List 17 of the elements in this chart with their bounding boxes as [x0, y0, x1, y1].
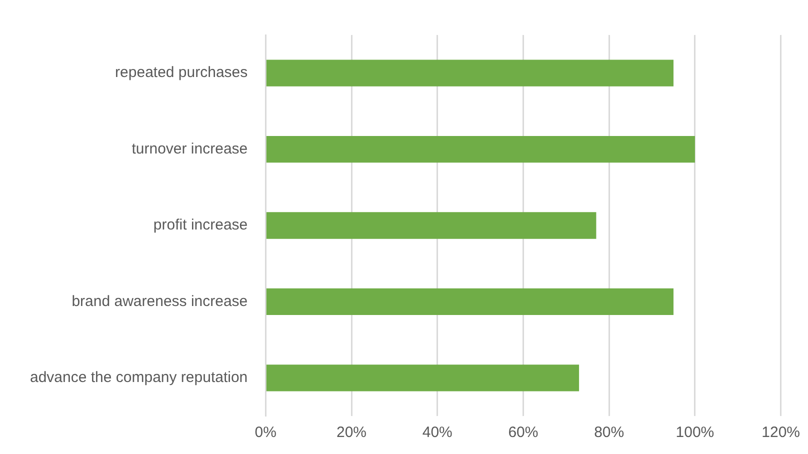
bar [266, 212, 596, 239]
x-tick-label: 100% [676, 424, 714, 442]
x-tick-label: 40% [422, 424, 452, 442]
y-tick-label: repeated purchases [115, 64, 248, 82]
y-tick-label: turnover increase [132, 140, 248, 158]
bar [266, 136, 695, 163]
x-tick-label: 0% [254, 424, 276, 442]
x-tick-label: 80% [594, 424, 624, 442]
bar [266, 60, 674, 86]
x-tick-label: 60% [508, 424, 538, 442]
bar [266, 288, 674, 316]
y-tick-label: advance the company reputation [30, 369, 248, 386]
y-tick-label: profit increase [153, 216, 248, 234]
bar [266, 364, 580, 392]
x-tick-label: 120% [762, 424, 800, 442]
x-tick-label: 20% [336, 424, 367, 442]
y-tick-label: brand awareness increase [72, 292, 248, 310]
